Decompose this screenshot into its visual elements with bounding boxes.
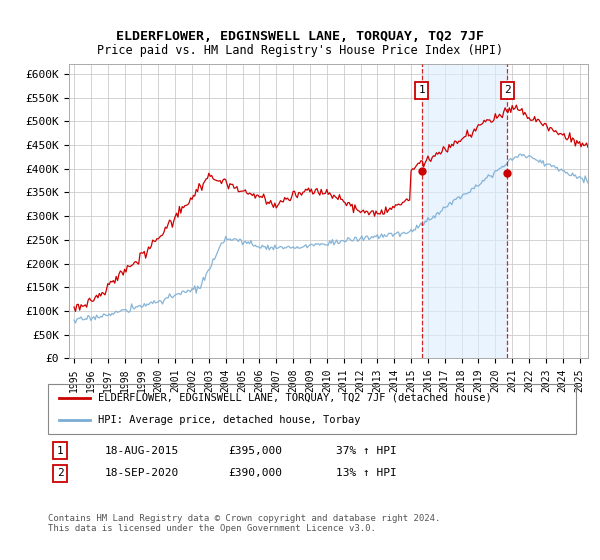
Text: £395,000: £395,000	[228, 446, 282, 456]
Text: 37% ↑ HPI: 37% ↑ HPI	[336, 446, 397, 456]
Text: ELDERFLOWER, EDGINSWELL LANE, TORQUAY, TQ2 7JF: ELDERFLOWER, EDGINSWELL LANE, TORQUAY, T…	[116, 30, 484, 43]
Text: Price paid vs. HM Land Registry's House Price Index (HPI): Price paid vs. HM Land Registry's House …	[97, 44, 503, 57]
Text: 18-SEP-2020: 18-SEP-2020	[105, 468, 179, 478]
Text: 2: 2	[56, 468, 64, 478]
Bar	[422, 64, 508, 358]
Text: 2: 2	[504, 86, 511, 96]
Text: Contains HM Land Registry data © Crown copyright and database right 2024.
This d: Contains HM Land Registry data © Crown c…	[48, 514, 440, 533]
Text: HPI: Average price, detached house, Torbay: HPI: Average price, detached house, Torb…	[98, 415, 361, 425]
Text: £390,000: £390,000	[228, 468, 282, 478]
Text: 1: 1	[418, 86, 425, 96]
Text: ELDERFLOWER, EDGINSWELL LANE, TORQUAY, TQ2 7JF (detached house): ELDERFLOWER, EDGINSWELL LANE, TORQUAY, T…	[98, 393, 492, 403]
Text: 13% ↑ HPI: 13% ↑ HPI	[336, 468, 397, 478]
Text: 1: 1	[56, 446, 64, 456]
Text: 18-AUG-2015: 18-AUG-2015	[105, 446, 179, 456]
